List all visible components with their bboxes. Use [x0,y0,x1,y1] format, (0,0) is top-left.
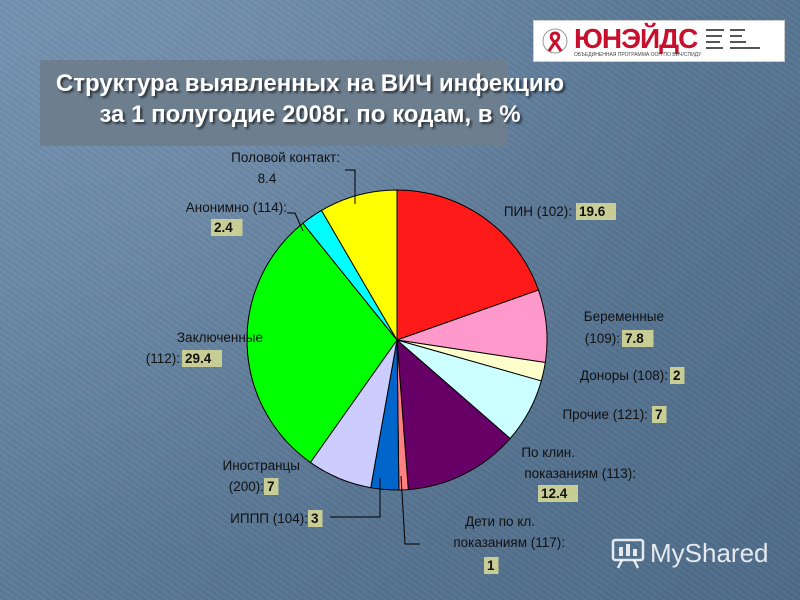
slice-label-4-line-1: показаниям (113): [524,466,636,481]
slice-value-bg-5 [484,557,499,574]
slice-value-bg-7 [264,478,279,495]
leader-line-9 [287,212,304,232]
slice-value-bg-0 [576,203,616,220]
slice-value-7: 7 [267,479,275,494]
slice-value-5: 1 [487,558,495,573]
slice-label-4-line-0: По клин. [521,445,575,460]
slice-value-bg-4 [538,485,578,502]
slice-label-5-line-0: Дети по кл. [465,514,535,529]
slice-value-bg-6 [308,510,323,527]
slice-label-0-line-0: ПИН (102): [504,204,572,219]
slice-label-8-line-1: (112): [146,351,180,366]
slice-value-1: 7.8 [625,331,644,346]
slice-label-7-line-0: Иностранцы [222,458,300,473]
pie-slices [246,189,548,491]
slice-label-1-line-0: Беременные [584,309,664,324]
leader-line-5 [400,475,420,545]
chart-title-line-1: Структура выявленных на ВИЧ инфекцию [55,70,565,97]
slice-value-bg-8 [182,350,222,367]
slice-value-bg-1 [622,330,654,347]
slice-value-8: 29.4 [185,351,212,366]
title-box [40,60,508,146]
slice-value-4: 12.4 [541,486,568,501]
slice-value-bg-3 [652,406,667,423]
chart-title-line-2: за 1 полугодие 2008г. по кодам, в % [99,101,521,128]
slice-value-bg-2 [670,367,685,384]
slice-value-6: 3 [311,511,319,526]
slice-value-3: 7 [655,407,663,422]
leader-line-6 [330,478,381,518]
slice-label-7-line-1: (200): [229,479,264,494]
slice-label-10-line-0: Половой контакт: [231,150,340,165]
pie-slice-10 [320,189,398,342]
pie-slice-4 [396,338,511,491]
logo-brand: ЮНЭЙДС [574,23,698,54]
slice-label-9-line-0: Анонимно (114): [186,200,287,215]
logo-subtitle: ОБЪЕДИНЕННАЯ ПРОГРАММА ООН ПО ВИЧ/СПИДУ [574,52,702,58]
slice-label-1-line-1: (109): [585,331,620,346]
unaids-logo: ЮНЭЙДС ОБЪЕДИНЕННАЯ ПРОГРАММА ООН ПО ВИЧ… [533,20,785,62]
myshared-watermark: MyShared [610,536,769,570]
slice-value-9: 2.4 [214,220,233,235]
logo-partner-list [706,29,760,49]
slice-value-0: 19.6 [579,204,606,219]
slice-labels: ПИН (102): 19.6 Беременные (109): 7.8 Доноры … [146,150,685,574]
slice-value-10: 8.4 [258,171,277,186]
slice-label-3-line-0: Прочие (121): [562,407,648,422]
slice-value-2: 2 [673,368,681,383]
slice-label-6-line-0: ИППП (104): [230,511,308,526]
slice-value-bg-9 [211,219,243,236]
slice-label-2-line-0: Доноры (108): [580,368,668,383]
slice-label-8-line-0: Заключенные [177,330,263,345]
red-ribbon-icon [542,28,568,54]
slice-label-5-line-1: показаниям (117): [453,535,565,550]
leader-line-10 [345,169,356,204]
watermark-text: MyShared [650,538,769,568]
pie-slice-8 [246,222,398,464]
presentation-board-icon [611,538,645,569]
leader-lines [287,169,420,545]
